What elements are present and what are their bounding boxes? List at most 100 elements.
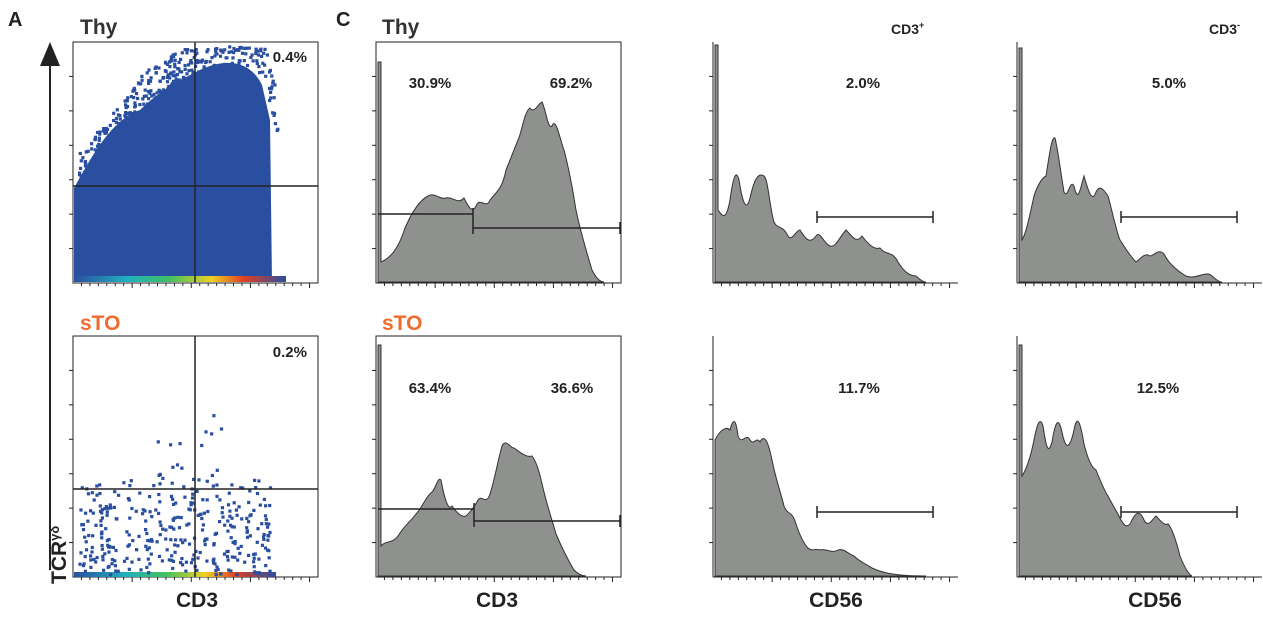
scatter-point <box>108 545 112 549</box>
scatter-point <box>111 148 115 152</box>
scatter-point <box>172 502 176 506</box>
scatter-point <box>81 528 86 532</box>
scatter-point <box>191 70 196 74</box>
scatter-point <box>147 68 151 72</box>
scatter-point <box>129 479 133 483</box>
scatter-point <box>101 558 105 562</box>
scatter-point <box>245 516 249 520</box>
scatter-point <box>179 57 183 61</box>
scatter-point <box>236 558 240 562</box>
scatter-point <box>213 71 217 75</box>
scatter-point <box>181 563 185 567</box>
scatter-point <box>172 79 176 83</box>
scatter-point <box>210 473 214 478</box>
scatter-point <box>215 565 219 569</box>
scatter-point <box>177 78 181 82</box>
col-header-cd3pos: CD3+ <box>891 20 924 37</box>
scatter-point <box>180 466 184 470</box>
scatter-point <box>79 159 83 163</box>
scatter-point <box>172 70 176 74</box>
scatter-point <box>185 51 189 55</box>
scatter-point <box>218 74 223 78</box>
scatter-point <box>152 92 156 96</box>
scatter-point <box>146 90 150 94</box>
scatter-point <box>138 491 142 495</box>
scatter-point <box>147 79 151 83</box>
scatter-point <box>236 74 240 78</box>
scatter-point <box>93 135 98 139</box>
scatter-point <box>96 149 100 153</box>
gate-label: 5.0% <box>1152 75 1186 92</box>
scatter-point <box>173 58 177 62</box>
scatter-point <box>197 60 201 64</box>
scatter-point <box>267 86 272 91</box>
scatter-point <box>156 99 160 103</box>
scatter-point <box>228 509 232 513</box>
scatter-point <box>251 59 255 63</box>
scatter-point <box>145 565 149 569</box>
scatter-point <box>81 173 86 177</box>
scatter-point <box>177 60 181 64</box>
scatter-point <box>174 77 178 81</box>
scatter-point <box>102 568 106 572</box>
scatter-point <box>111 149 115 153</box>
scatter-point <box>271 111 275 115</box>
scatter-point <box>137 534 141 538</box>
scatter-point <box>231 71 235 75</box>
scatter-point <box>164 537 168 541</box>
scatter-point <box>168 525 172 529</box>
scatter-point <box>271 79 275 83</box>
scatter-point <box>268 486 273 490</box>
scatter-point <box>147 81 151 85</box>
scatter-point <box>161 476 165 480</box>
scatter-point <box>170 72 174 76</box>
scatter-point <box>165 548 169 552</box>
scatter-point <box>204 59 208 64</box>
scatter-point <box>90 147 94 151</box>
scatter-point <box>147 97 151 101</box>
scatter-point <box>157 66 161 70</box>
scatter-point <box>81 178 85 182</box>
scatter-point <box>169 443 173 447</box>
scatter-point <box>232 525 236 529</box>
scatter-point <box>264 74 268 78</box>
scatter-point <box>176 544 180 548</box>
scatter-point <box>232 47 236 51</box>
scatter-point <box>80 523 84 527</box>
scatter-point <box>130 117 134 121</box>
scatter-point <box>128 516 132 520</box>
scatter-point <box>219 427 224 431</box>
scatter-point <box>182 76 186 80</box>
scatter-point <box>178 442 182 446</box>
scatter-point <box>263 546 268 550</box>
scatter-point <box>238 551 242 555</box>
scatter-point <box>95 161 99 165</box>
scatter-point <box>200 60 204 64</box>
scatter-point <box>215 52 219 56</box>
scatter-point <box>234 508 238 512</box>
scatter-point <box>195 58 199 63</box>
scatter-point <box>83 535 87 539</box>
scatter-point <box>113 490 117 494</box>
scatter-point <box>231 56 235 60</box>
scatter-point <box>92 166 96 171</box>
scatter-point <box>165 62 169 66</box>
scatter-point <box>155 91 159 95</box>
scatter-point <box>247 500 251 505</box>
scatter-point <box>232 50 236 55</box>
scatter-point <box>152 484 156 488</box>
scatter-point <box>180 70 184 74</box>
scatter-point <box>78 172 82 177</box>
scatter-point <box>171 497 175 501</box>
scatter-point <box>97 154 101 159</box>
scatter-point <box>137 557 141 561</box>
scatter-point <box>201 69 206 73</box>
scatter-point <box>189 503 193 507</box>
scatter-point <box>182 485 186 489</box>
scatter-point <box>81 564 85 568</box>
scatter-point <box>261 535 266 539</box>
scatter-point <box>237 59 241 63</box>
scatter-point <box>255 61 259 66</box>
scatter-point <box>165 75 169 79</box>
scatter-point <box>93 138 97 142</box>
